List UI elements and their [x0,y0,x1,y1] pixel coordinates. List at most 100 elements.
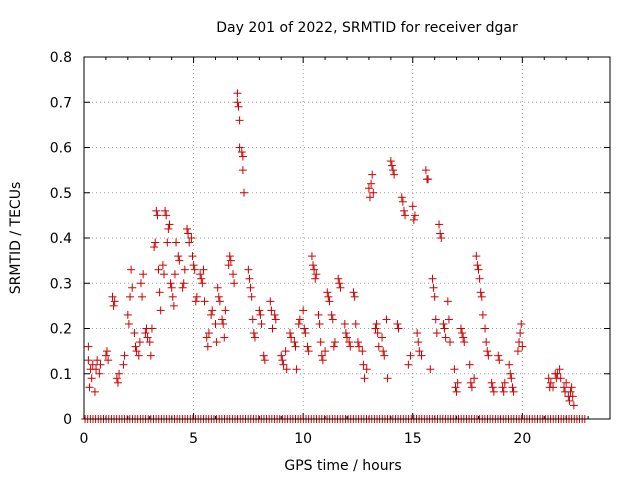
data-point [393,319,402,328]
data-point [143,333,152,342]
data-point [390,170,399,179]
data-point [562,378,571,387]
data-point [233,98,242,107]
data-point [489,387,498,396]
data-point [323,288,332,297]
data-point [213,283,222,292]
data-point [291,342,300,351]
data-point [256,310,265,319]
data-point [112,374,121,383]
data-point [428,274,437,283]
data-point [559,383,568,392]
data-point [187,234,196,242]
data-point [482,338,491,347]
data-point [369,188,378,197]
data-point [430,292,439,301]
data-point [113,378,122,387]
x-tick-label: 10 [294,431,312,447]
data-point [224,261,233,270]
data-point [278,356,287,365]
data-point [406,351,415,360]
data-point [401,211,410,220]
data-point [549,383,558,392]
data-point [175,256,184,265]
data-point [294,319,303,328]
x-axis-label: GPS time / hours [284,458,401,474]
data-point [498,383,507,392]
data-point [218,315,227,324]
data-point [190,265,199,274]
data-point [481,324,490,333]
data-point [161,206,170,215]
data-point [304,347,313,356]
data-point [139,270,148,279]
data-point [259,351,268,360]
data-point [141,329,150,338]
data-point [124,319,133,328]
data-point [439,319,448,328]
data-point [465,360,474,369]
data-point [494,351,503,360]
data-point [301,329,310,338]
data-point [155,288,164,297]
x-tick-label: 20 [513,431,531,447]
data-point [432,329,441,338]
data-point [134,351,143,360]
data-point [397,193,406,202]
data-point [444,315,453,324]
data-point [314,310,323,319]
data-point [299,306,308,315]
data-point [286,329,295,338]
data-point [556,374,565,383]
data-point [128,283,137,292]
data-point [383,374,392,383]
data-point [167,283,176,292]
data-point [212,338,221,347]
data-point [126,292,135,301]
chart-title: Day 201 of 2022, SRMTID for receiver dga… [216,20,518,36]
data-point [131,342,140,351]
data-point [329,342,338,351]
data-point [127,265,136,274]
axis-tick-labels: 0 5 10 15 20 0 0.1 0.2 0.3 0.4 0.5 0.6 0.7 0.8 [50,50,532,447]
data-point [145,338,154,347]
data-point [268,324,277,333]
data-point [156,306,165,315]
data-point [446,338,455,347]
data-point [467,383,476,392]
data-point [358,347,367,356]
data-point [336,283,345,292]
data-point [330,338,339,347]
y-tick-label: 0.1 [50,367,72,383]
data-point [567,383,576,392]
data-point [135,338,144,347]
data-point [130,329,139,338]
data-point [544,374,553,383]
data-point [378,333,387,342]
data-point [87,374,96,383]
y-tick-label: 0 [63,412,72,428]
data-point [279,360,288,369]
data-point [353,338,362,347]
data-point [248,315,257,324]
data-point [453,378,462,387]
data-point [515,338,524,347]
data-point [219,319,228,328]
data-point [371,324,380,333]
data-point [372,319,381,328]
data-point [221,306,230,315]
data-point [508,383,517,392]
data-point [303,342,312,351]
data-point [138,292,147,301]
data-point [172,238,181,247]
data-point [166,279,175,288]
data-point [460,338,469,347]
data-point [257,319,266,328]
data-point [367,179,376,188]
data-point [203,342,212,351]
data-point [379,347,388,356]
data-point [484,351,493,360]
data-point [103,347,112,356]
data-point [343,333,351,342]
